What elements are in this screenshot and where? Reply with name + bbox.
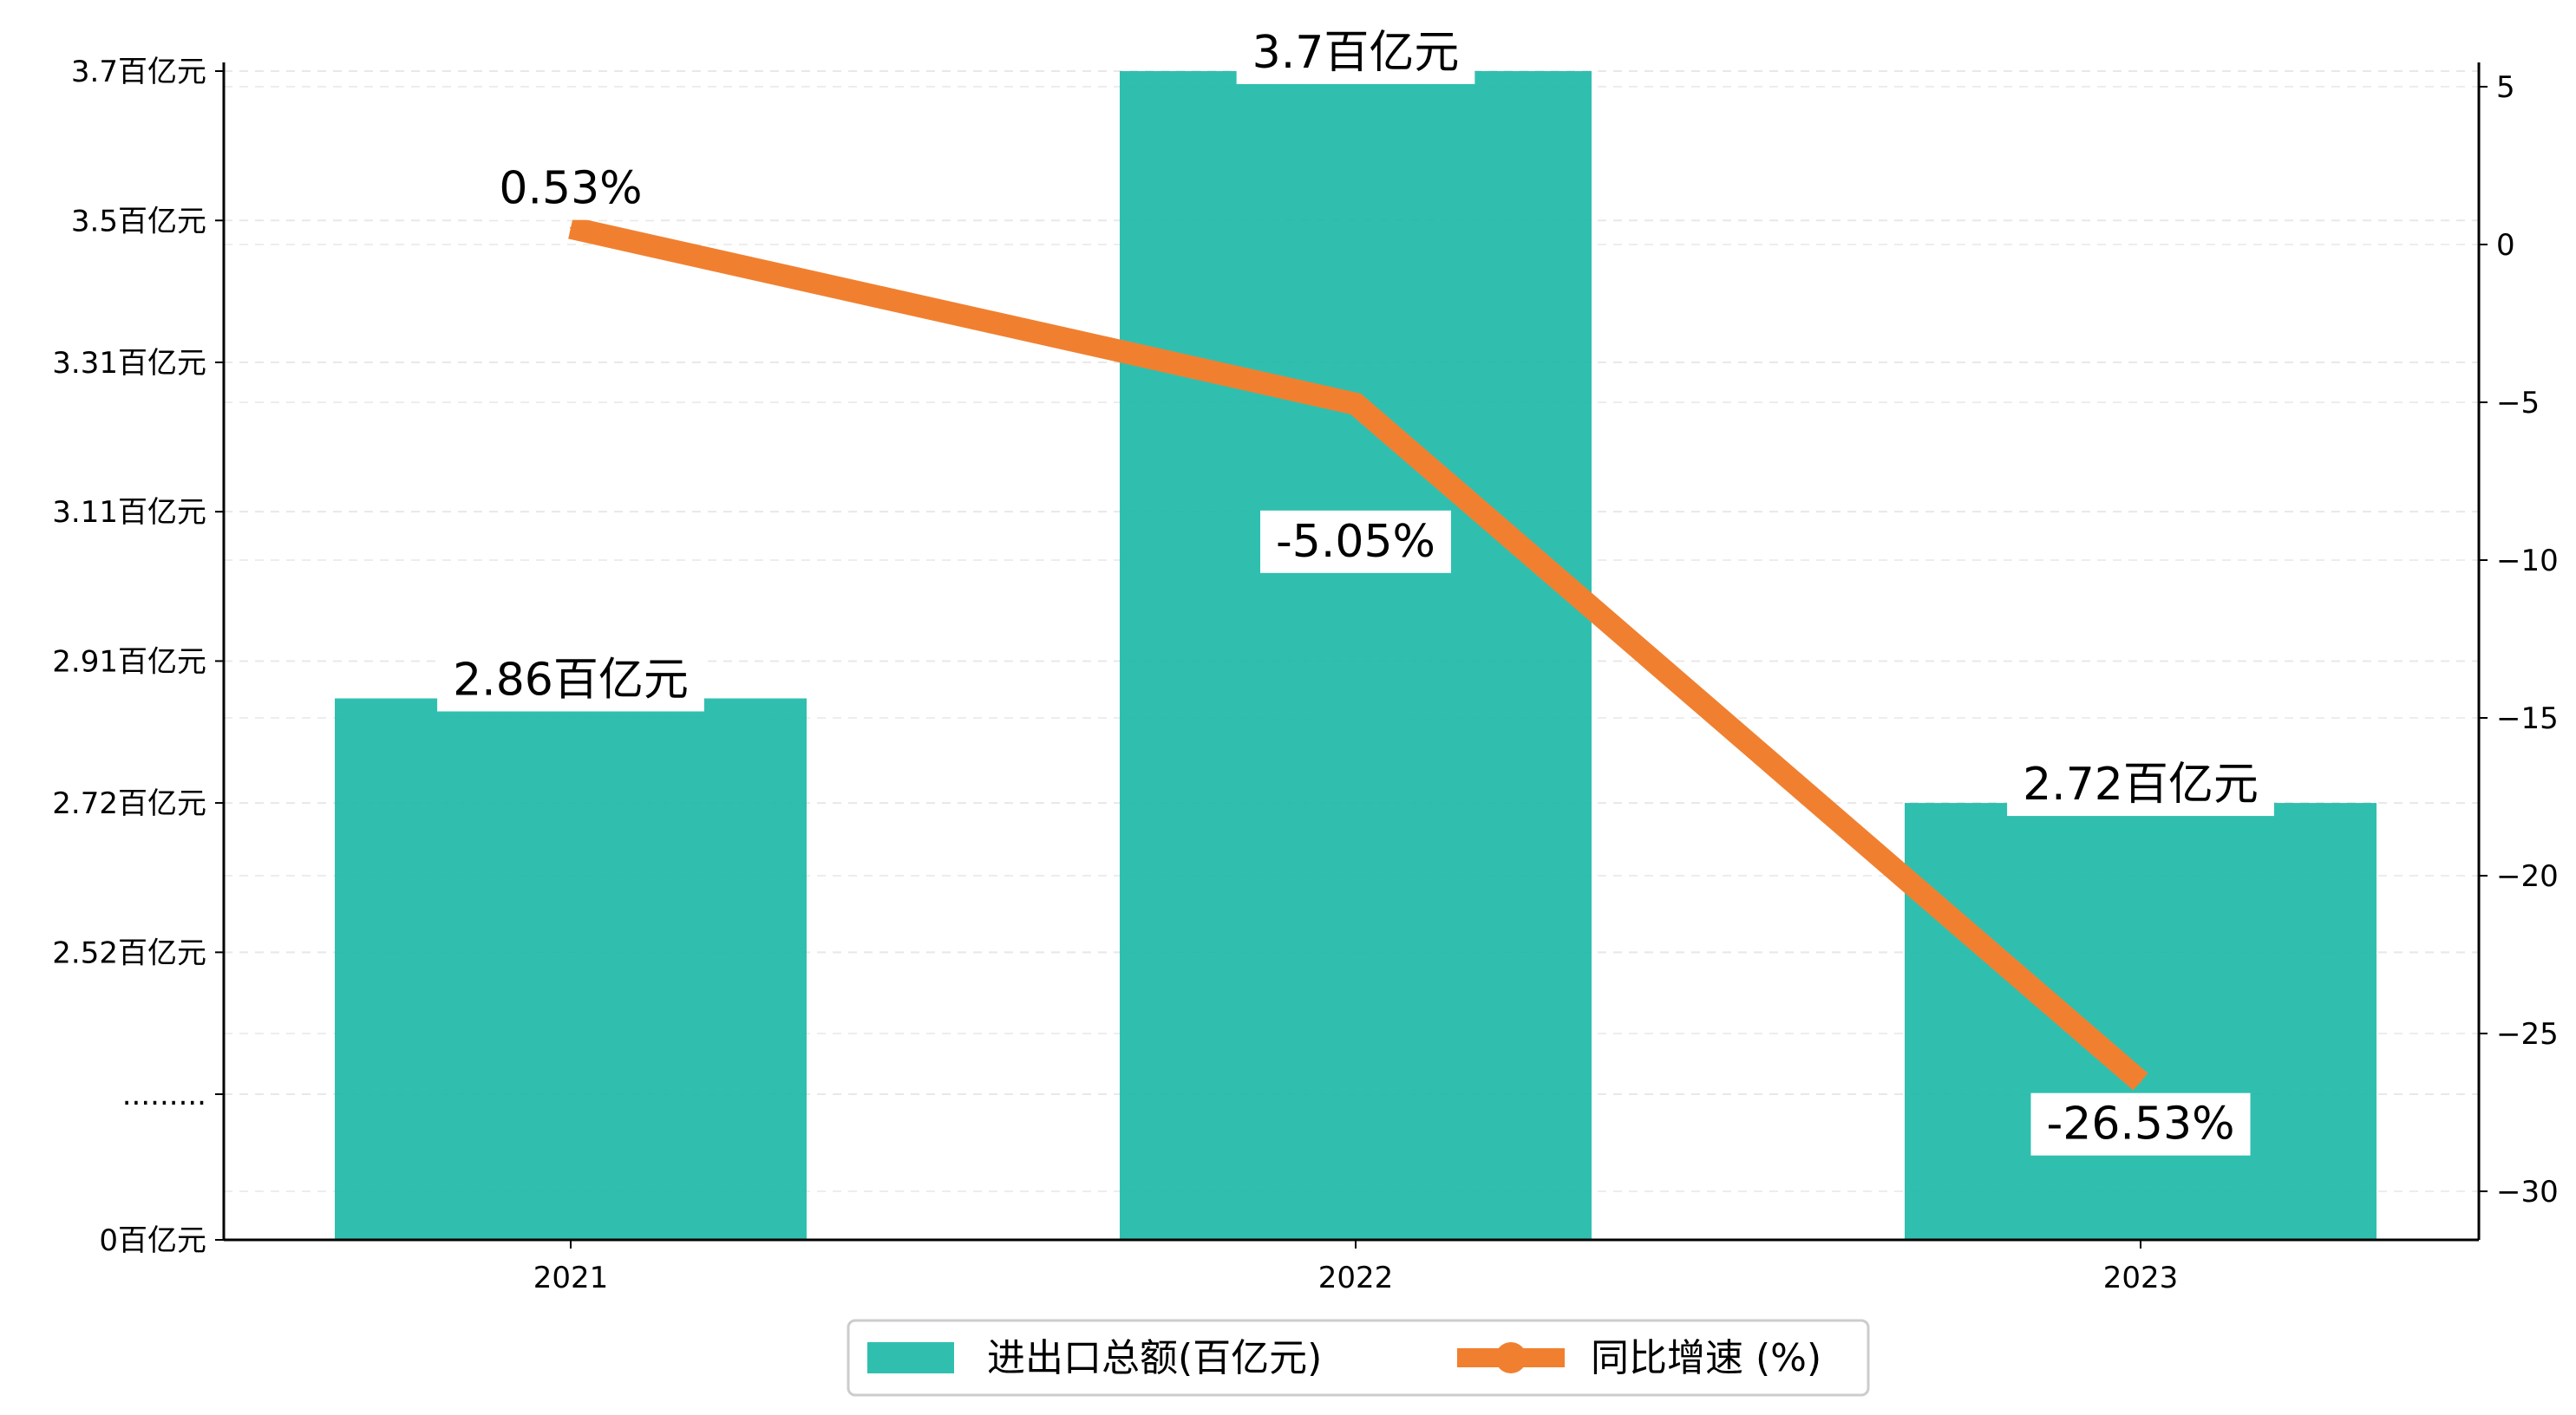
bar-label-2021: 2.86百亿元 — [437, 649, 704, 712]
right-tick-label: 0 — [2496, 228, 2515, 263]
legend-swatch-bar — [867, 1342, 954, 1373]
line-series — [568, 217, 2148, 1091]
bar-label-2023-box — [2007, 753, 2274, 817]
left-tick-label: 2.52百亿元 — [52, 936, 206, 970]
right-tick-label: −20 — [2496, 859, 2559, 894]
line-point-2023 — [2140, 1080, 2141, 1083]
line-label-2022-box — [1260, 510, 1451, 573]
legend-label-bar: 进出口总额(百亿元) — [987, 1336, 1322, 1380]
axes: 0百亿元......... 2.52百亿元 2.72百亿元 2.91百亿元 3.11百亿… — [52, 55, 2558, 1295]
bar-label-2022: 3.7百亿元 — [1236, 22, 1475, 84]
left-tick-label: 3.5百亿元 — [71, 204, 206, 238]
bar-2022 — [1120, 71, 1592, 1240]
line-label-2021: 0.53% — [483, 157, 658, 220]
right-tick-label: −15 — [2496, 701, 2559, 736]
bar-series — [335, 71, 2377, 1240]
bar-label-2023-text: 2.72百亿元 — [2023, 759, 2259, 811]
line-label-2022: -5.05% — [1260, 510, 1451, 573]
bar-label-2022-box — [1236, 22, 1475, 84]
x-tick-label: 2022 — [1318, 1261, 1394, 1295]
line-label-2021-text: 0.53% — [499, 163, 642, 215]
line-label-2023: -26.53% — [2030, 1092, 2251, 1156]
line-label-2022-text: -5.05% — [1276, 516, 1435, 568]
bar-2023 — [1905, 803, 2377, 1240]
left-tick-label: 0百亿元 — [99, 1223, 206, 1258]
line-label-2023-box — [2030, 1092, 2251, 1156]
legend-marker-line — [1495, 1342, 1527, 1373]
left-tick-label: 3.11百亿元 — [52, 495, 206, 530]
legend: 进出口总额(百亿元) 同比增速 (%) — [847, 1319, 1870, 1397]
legend-label-line: 同比增速 (%) — [1591, 1336, 1821, 1380]
bar-label-2023: 2.72百亿元 — [2007, 753, 2274, 817]
legend-box — [847, 1319, 1870, 1397]
right-tick-label: −30 — [2496, 1175, 2559, 1210]
line-point-2022 — [1355, 402, 1357, 405]
bar-label-2021-text: 2.86百亿元 — [453, 655, 689, 707]
data-labels: 2.86百亿元 3.7百亿元 2.72百亿元 0.53% -5.05% -26.53% — [437, 22, 2274, 1156]
x-tick-label: 2021 — [533, 1261, 609, 1295]
x-tick-label: 2023 — [2103, 1261, 2179, 1295]
bar-label-2021-box — [437, 649, 704, 712]
left-tick-label: ......... — [122, 1078, 206, 1112]
bar-label-2022-text: 3.7百亿元 — [1252, 27, 1460, 79]
line-label-2021-box — [483, 157, 658, 220]
bar-2021 — [335, 698, 807, 1240]
right-tick-label: −10 — [2496, 544, 2559, 578]
right-tick-label: −5 — [2496, 386, 2540, 421]
left-tick-label: 2.72百亿元 — [52, 786, 206, 821]
left-tick-label: 3.31百亿元 — [52, 346, 206, 381]
right-tick-label: 5 — [2496, 70, 2515, 105]
right-tick-label: −25 — [2496, 1017, 2559, 1052]
left-tick-label: 2.91百亿元 — [52, 644, 206, 679]
line-label-2023-text: -26.53% — [2046, 1099, 2234, 1151]
left-tick-label: 3.7百亿元 — [71, 55, 206, 89]
line-point-2021 — [570, 226, 572, 229]
